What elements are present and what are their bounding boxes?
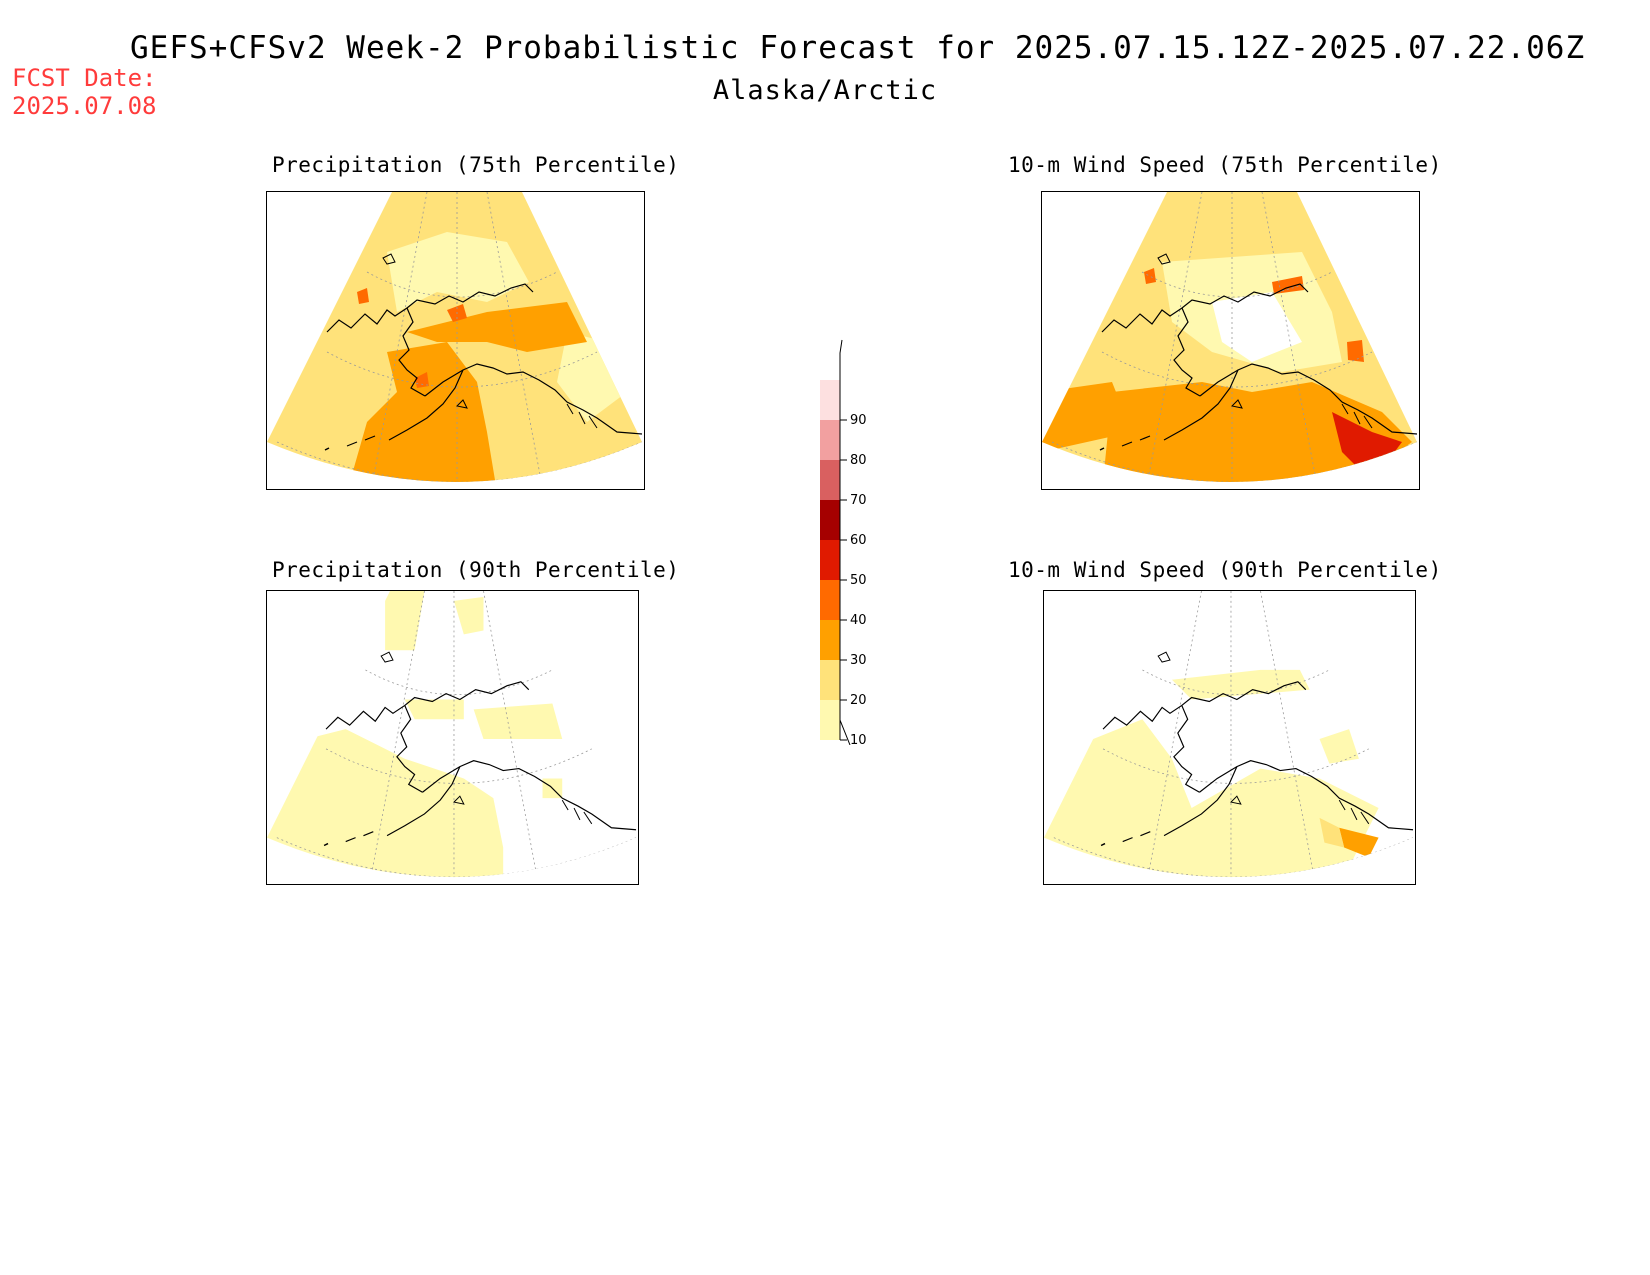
shade-40-50: [1144, 268, 1156, 284]
map-precip-75-canvas: [267, 192, 643, 482]
colorbar-tick-label: 70: [850, 493, 867, 508]
shade-10-20: [385, 591, 425, 651]
colorbar-labels: 10 20 30 40 50 60 70 80 90: [840, 413, 867, 745]
shade-30-40: [347, 342, 497, 482]
panel-title-wind-90: 10-m Wind Speed (90th Percentile): [1008, 558, 1442, 582]
shade-20-30: [1319, 817, 1345, 848]
shade-30-40: [407, 302, 587, 352]
colorbar-box-3: [820, 580, 840, 620]
colorbar-tick-label: 20: [850, 693, 867, 708]
shade-10-20: [387, 232, 529, 312]
map-precip-90: [266, 590, 639, 885]
shade-below-10: [1212, 292, 1302, 362]
map-precip-90-canvas: [267, 591, 637, 878]
colorbar-boxes: [820, 380, 841, 740]
colorbar: 10 20 30 40 50 60 70 80 90: [820, 339, 867, 745]
colorbar-tick-label: 80: [850, 453, 867, 468]
forecast-date-label: FCST Date:: [12, 64, 157, 92]
panel-title-precip-90: Precipitation (90th Percentile): [272, 558, 680, 582]
map-wind-90-canvas: [1044, 591, 1414, 878]
shade-30-40: [1102, 382, 1412, 482]
colorbar-tick-label: 30: [850, 653, 867, 668]
colorbar-box-6: [820, 460, 840, 500]
colorbar-tick-label: 40: [850, 613, 867, 628]
colorbar-tick-label: 90: [850, 413, 867, 428]
forecast-date-block: FCST Date: 2025.07.08: [12, 64, 157, 120]
colorbar-box-1: [820, 660, 840, 700]
figure-title: GEFS+CFSv2 Week-2 Probabilistic Forecast…: [130, 30, 1586, 66]
colorbar-tick-label: 50: [850, 573, 867, 588]
colorbar-box-2: [820, 620, 840, 660]
colorbar-upper-tail: [839, 339, 843, 380]
map-wind-75-canvas: [1042, 192, 1418, 482]
colorbar-box-0: [820, 700, 840, 740]
region-subtitle: Alaska/Arctic: [712, 75, 938, 106]
shade-10-20: [267, 729, 504, 878]
precip-90-shading: [267, 591, 563, 878]
shade-40-50: [357, 288, 369, 304]
shade-10-20: [473, 703, 563, 739]
wind-75-shading: [1042, 192, 1417, 482]
shade-40-50: [1347, 340, 1364, 362]
map-wind-75: [1041, 191, 1420, 490]
map-wind-90: [1043, 590, 1416, 885]
map-precip-75: [266, 191, 645, 490]
forecast-date-value: 2025.07.08: [12, 92, 157, 120]
wind-90-shading: [1044, 669, 1379, 878]
colorbar-tick-label: 10: [850, 733, 867, 745]
shade-10-20: [1171, 669, 1310, 700]
shade-10-20: [1319, 729, 1359, 764]
panel-title-precip-75: Precipitation (75th Percentile): [272, 153, 680, 177]
colorbar-box-4: [820, 540, 840, 580]
colorbar-box-8: [820, 380, 840, 420]
shade-30-40: [1339, 827, 1379, 858]
colorbar-box-7: [820, 420, 840, 460]
precip-75-shading: [267, 192, 642, 482]
panel-title-wind-75: 10-m Wind Speed (75th Percentile): [1008, 153, 1442, 177]
shade-40-50: [1272, 276, 1304, 294]
shade-40-50: [415, 372, 429, 388]
shade-10-20: [453, 596, 484, 635]
colorbar-box-5: [820, 500, 840, 540]
shade-10-20: [1044, 719, 1379, 878]
shade-10-20: [404, 699, 464, 720]
colorbar-lower-tail: [839, 680, 851, 745]
colorbar-tick-label: 60: [850, 533, 867, 548]
